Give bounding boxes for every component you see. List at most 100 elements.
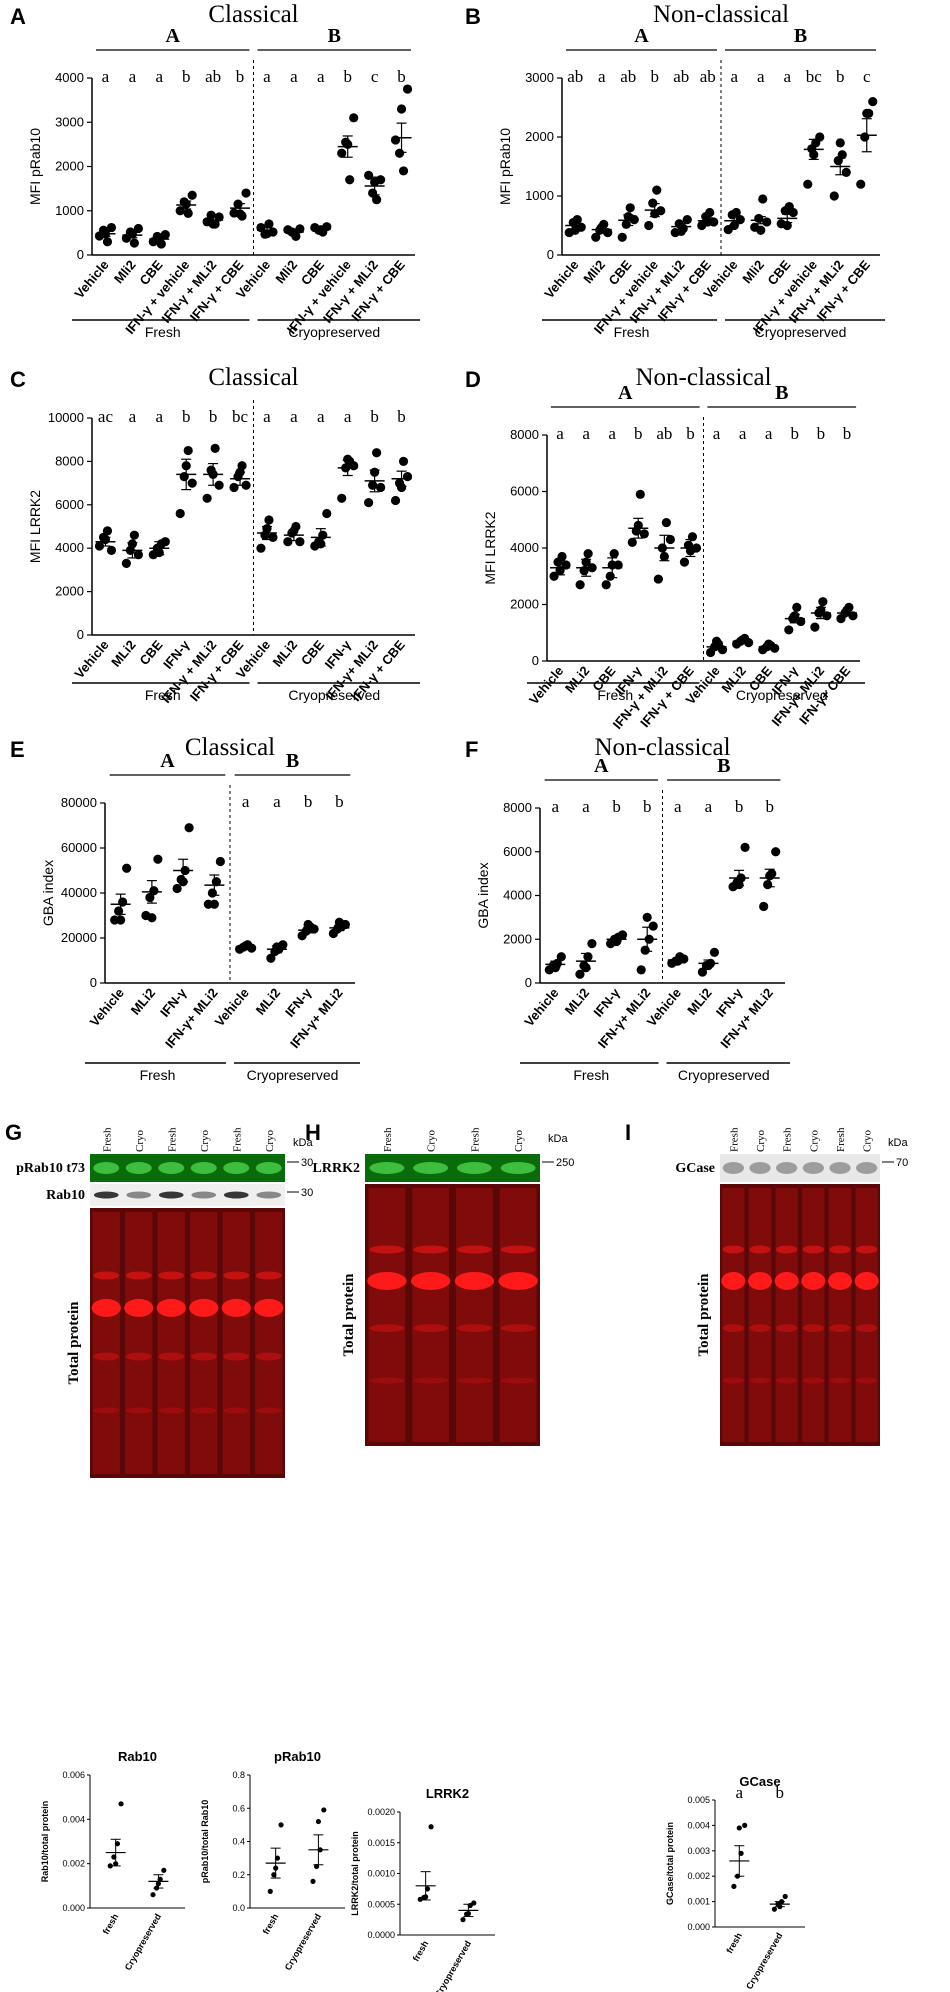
data-point	[424, 1886, 431, 1892]
data-point	[147, 913, 157, 923]
gel-band	[158, 1407, 185, 1414]
gel-lane	[125, 1212, 153, 1474]
total-protein-label: Total protein	[66, 1301, 82, 1385]
sig-letter: a	[156, 407, 164, 426]
sig-letter: b	[765, 797, 774, 816]
y-tick-label: 20000	[61, 930, 97, 945]
y-tick-label: 10000	[48, 410, 84, 425]
sig-letter: ab	[700, 67, 716, 86]
data-point	[665, 534, 675, 545]
gel-band	[125, 1407, 152, 1414]
data-point	[862, 108, 872, 118]
lane-label: Cryo	[264, 1130, 276, 1153]
sig-letter: a	[317, 67, 325, 86]
y-tick-label: 8000	[55, 453, 84, 468]
data-point	[396, 482, 407, 493]
panel-title: Classical	[208, 1, 298, 28]
band	[776, 1162, 798, 1174]
sig-letter: a	[129, 67, 137, 86]
gel-band	[124, 1298, 154, 1317]
gel-band	[776, 1377, 798, 1384]
gel-band	[254, 1298, 284, 1317]
data-point	[372, 448, 382, 458]
band	[413, 1162, 449, 1174]
gel-lane	[412, 1188, 449, 1442]
gel-lane	[222, 1212, 250, 1474]
band	[93, 1191, 119, 1199]
y-tick-label: 4000	[55, 540, 84, 555]
sig-letter: b	[397, 67, 406, 86]
data-point	[345, 175, 355, 185]
gel-band	[255, 1407, 282, 1414]
gel-band	[749, 1324, 771, 1333]
y-tick-label: 0.0015	[367, 1838, 395, 1848]
y-tick-label: 0.0000	[367, 1930, 395, 1940]
y-tick-label: 3000	[525, 70, 554, 85]
sig-letter: b	[343, 67, 352, 86]
data-point	[241, 480, 251, 490]
y-axis-label: GCase/total protein	[665, 1822, 675, 1905]
data-point	[735, 215, 745, 225]
marker-label: 250	[556, 1157, 574, 1169]
data-point	[114, 1841, 121, 1847]
data-point	[303, 919, 313, 930]
data-point	[118, 897, 128, 907]
gel-band	[223, 1271, 250, 1280]
gel-band	[91, 1298, 121, 1317]
sig-letter: a	[102, 67, 110, 86]
x-tick-label: fresh	[101, 1912, 121, 1936]
panel-title: Non-classical	[635, 364, 771, 391]
data-point	[771, 1906, 777, 1912]
y-tick-label: 8000	[503, 800, 532, 815]
y-tick-label: 2000	[503, 931, 532, 946]
data-point	[835, 138, 845, 148]
y-tick-label: 60000	[61, 840, 97, 855]
y-axis-label: LRRK2/total protein	[350, 1831, 360, 1916]
y-tick-label: 2000	[55, 159, 84, 174]
gel-lane	[255, 1212, 283, 1474]
y-tick-label: 0.2	[232, 1870, 245, 1880]
data-point	[556, 952, 566, 962]
sig-letter: a	[705, 797, 713, 816]
data-point	[121, 558, 131, 568]
data-point	[742, 1822, 748, 1828]
gel-band	[93, 1271, 120, 1280]
data-point	[644, 220, 654, 231]
sig-letter: a	[263, 407, 271, 426]
data-point	[184, 823, 194, 833]
data-point	[860, 132, 870, 142]
group-label-right: B	[775, 382, 788, 404]
gel-lane	[828, 1188, 852, 1442]
gel-band	[158, 1352, 185, 1361]
data-point	[161, 1867, 167, 1873]
gel-band	[156, 1298, 186, 1317]
cryo-label: Cryopreserved	[736, 687, 828, 703]
data-point	[868, 97, 878, 107]
sig-letter: b	[304, 792, 313, 811]
data-point	[310, 1878, 316, 1884]
y-tick-label: 4000	[503, 888, 532, 903]
data-point	[617, 232, 627, 242]
data-point	[682, 215, 692, 225]
data-point	[274, 1855, 281, 1861]
gel-lane	[775, 1188, 798, 1442]
gel-band	[498, 1271, 538, 1290]
band	[256, 1191, 282, 1199]
group-label-right: B	[794, 25, 807, 47]
sig-letter: b	[836, 67, 845, 86]
data-point	[256, 543, 266, 553]
sig-letter: ac	[98, 407, 114, 426]
data-point	[810, 622, 820, 632]
gel-band	[722, 1377, 744, 1384]
y-tick-label: 1000	[55, 203, 84, 218]
x-tick-label: Vehicle	[644, 985, 684, 1029]
y-tick-label: 0.6	[232, 1803, 245, 1813]
gel-band	[190, 1407, 217, 1414]
data-point	[782, 1893, 788, 1900]
data-point	[759, 901, 769, 912]
sig-letter: ab	[567, 67, 583, 86]
lane-label: Fresh	[728, 1127, 740, 1152]
band	[158, 1162, 185, 1174]
